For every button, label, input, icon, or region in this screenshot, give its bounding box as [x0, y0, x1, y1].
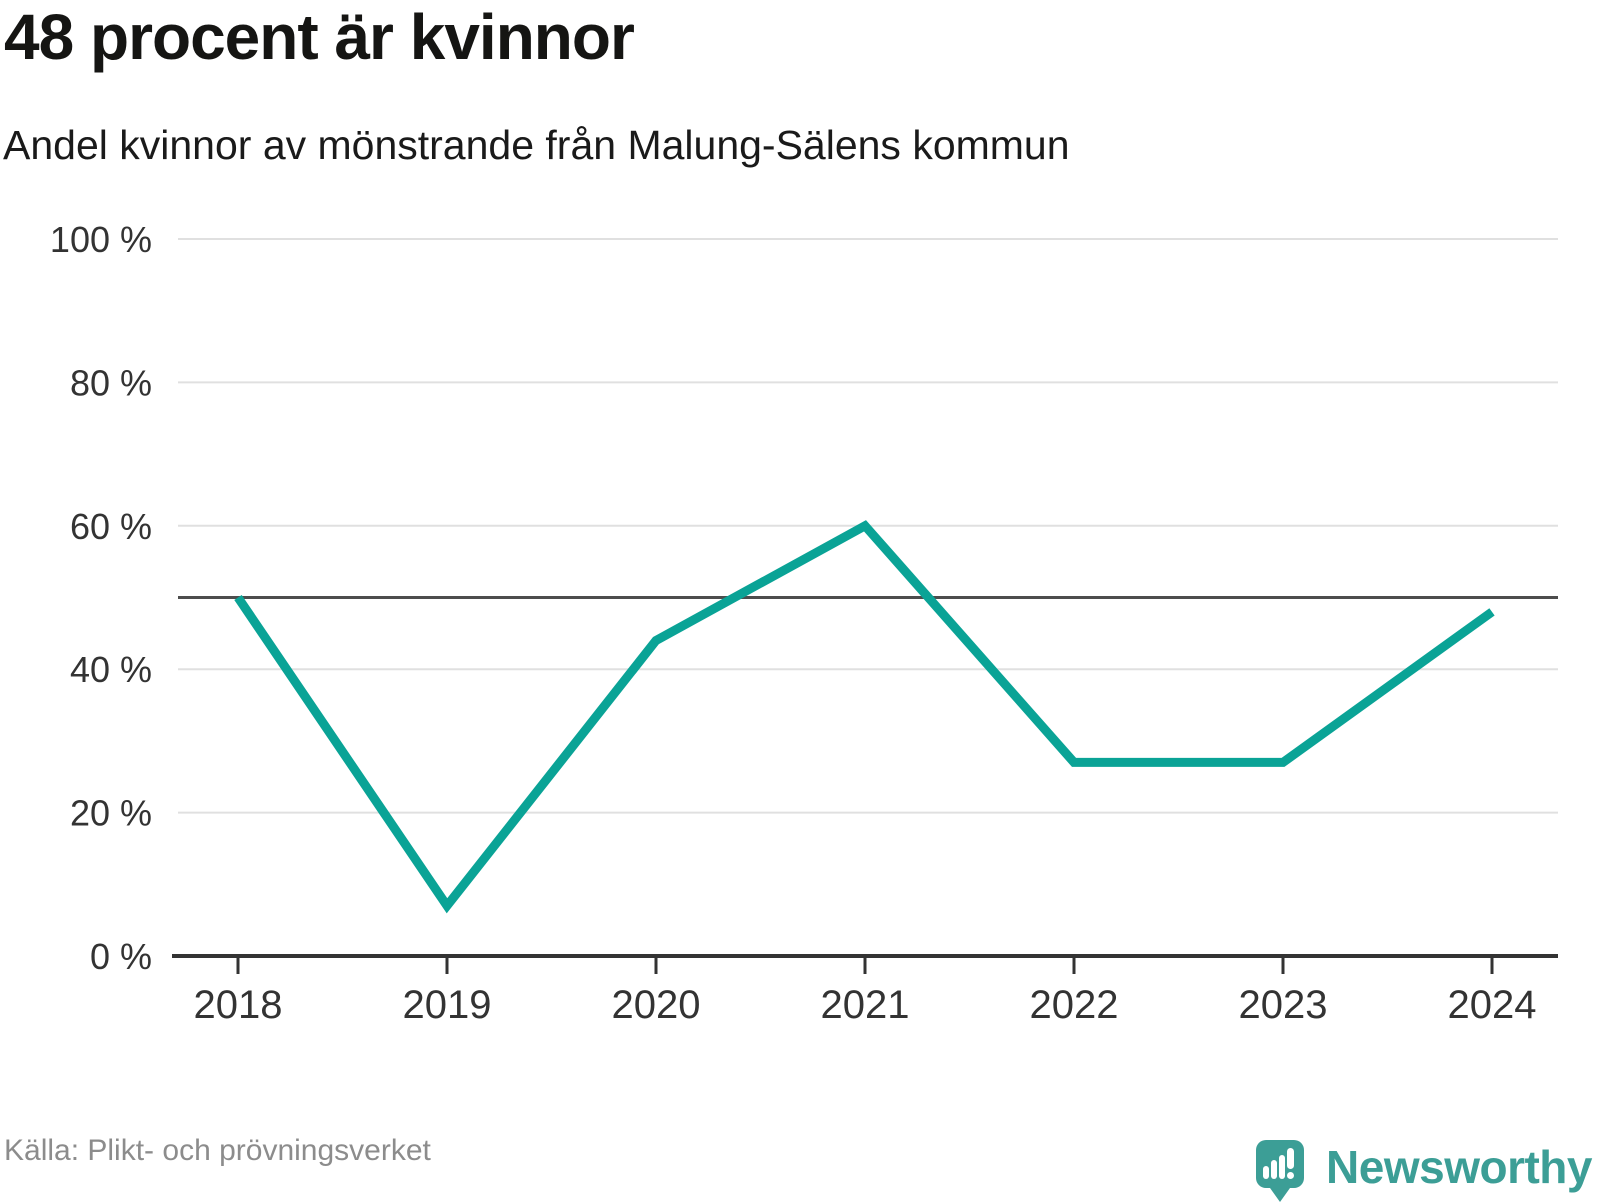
- y-tick-label-40: 40 %: [70, 649, 152, 690]
- newsworthy-wordmark: Newsworthy: [1326, 1141, 1592, 1193]
- x-tick-label-2020: 2020: [612, 983, 701, 1027]
- y-tick-label-20: 20 %: [70, 793, 152, 834]
- series-line: [234, 520, 1495, 914]
- y-tick-label-100: 100 %: [50, 219, 152, 260]
- newsworthy-logo: Newsworthy: [1256, 1140, 1592, 1204]
- y-tick-label-60: 60 %: [70, 506, 152, 547]
- newsworthy-logo-icon: [1256, 1140, 1305, 1202]
- bar-small: [1263, 1166, 1270, 1179]
- x-tick-label-2021: 2021: [821, 983, 910, 1027]
- exclamation-bar: [1287, 1148, 1295, 1169]
- x-tick-label-2024: 2024: [1448, 983, 1537, 1027]
- exclamation-dot: [1287, 1172, 1295, 1179]
- x-tick-label-2023: 2023: [1239, 983, 1328, 1027]
- x-tick-label-2022: 2022: [1030, 983, 1119, 1027]
- bar-medium: [1271, 1160, 1278, 1179]
- chart-title: 48 procent är kvinnor: [4, 1, 635, 73]
- bar-large: [1279, 1155, 1286, 1179]
- x-tick-label-2018: 2018: [194, 983, 283, 1027]
- chart-subtitle: Andel kvinnor av mönstrande från Malung-…: [3, 122, 1070, 168]
- source-caption: Källa: Plikt- och prövningsverket: [4, 1134, 431, 1167]
- y-tick-label-80: 80 %: [70, 362, 152, 403]
- x-tick-label-2019: 2019: [403, 983, 492, 1027]
- y-tick-label-0: 0 %: [90, 936, 152, 977]
